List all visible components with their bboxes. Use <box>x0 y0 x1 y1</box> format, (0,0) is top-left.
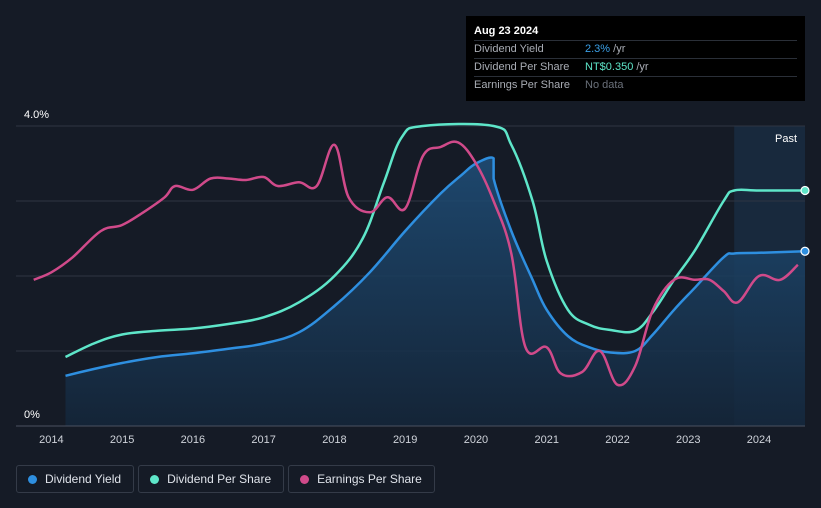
tooltip-label: Earnings Per Share <box>474 79 570 91</box>
dividend-yield-area <box>65 157 805 426</box>
tooltip-row-dividend-yield: Dividend Yield 2.3% /yr <box>474 40 797 58</box>
x-tick-label: 2018 <box>322 434 346 446</box>
tooltip-label: Dividend Per Share <box>474 61 570 73</box>
dividend-yield-end-marker <box>800 246 810 256</box>
legend-label: Dividend Yield <box>45 472 122 486</box>
x-tick-label: 2022 <box>605 434 629 446</box>
legend-label: Dividend Per Share <box>167 472 272 486</box>
earnings-per-share-line <box>33 140 799 387</box>
past-label: Past <box>775 133 797 145</box>
tooltip-value: NT$0.350 <box>585 61 634 73</box>
legend-item-earnings-per-share[interactable]: Earnings Per Share <box>288 465 435 493</box>
x-tick-label: 2021 <box>534 434 558 446</box>
legend-dot-icon <box>300 474 310 484</box>
dividend-per-share-line <box>64 122 805 359</box>
legend-dot-icon <box>150 474 160 484</box>
tooltip-panel: Aug 23 2024 Dividend Yield 2.3% /yr Divi… <box>466 16 805 101</box>
tooltip-value: 2.3% <box>585 43 611 55</box>
tooltip-unit: /yr <box>633 61 649 73</box>
x-tick-label: 2020 <box>464 434 488 446</box>
dividend-yield-line <box>65 156 806 378</box>
x-tick-label: 2016 <box>181 434 205 446</box>
x-tick-label: 2023 <box>676 434 700 446</box>
x-tick-label: 2014 <box>39 434 63 446</box>
tooltip-row-dividend-per-share: Dividend Per Share NT$0.350 /yr <box>474 58 797 76</box>
x-tick-label: 2019 <box>393 434 417 446</box>
chart-legend: Dividend Yield Dividend Per Share Earnin… <box>16 465 435 493</box>
dividend-per-share-end-marker <box>800 185 810 196</box>
y-axis-min-label: 0% <box>24 409 40 421</box>
legend-item-dividend-yield[interactable]: Dividend Yield <box>16 465 135 493</box>
legend-dot-icon <box>28 474 37 484</box>
tooltip-unit: /yr <box>610 43 626 55</box>
x-tick-label: 2015 <box>110 434 134 446</box>
tooltip-row-earnings-per-share: Earnings Per Share No data <box>474 76 797 94</box>
y-axis-max-label: 4.0% <box>24 109 49 121</box>
legend-item-dividend-per-share[interactable]: Dividend Per Share <box>138 465 285 493</box>
tooltip-date: Aug 23 2024 <box>474 25 539 37</box>
legend-label: Earnings Per Share <box>317 472 422 486</box>
x-tick-label: 2017 <box>251 434 275 446</box>
x-tick-label: 2024 <box>747 434 771 446</box>
tooltip-value: No data <box>585 79 624 91</box>
tooltip-label: Dividend Yield <box>474 43 544 55</box>
